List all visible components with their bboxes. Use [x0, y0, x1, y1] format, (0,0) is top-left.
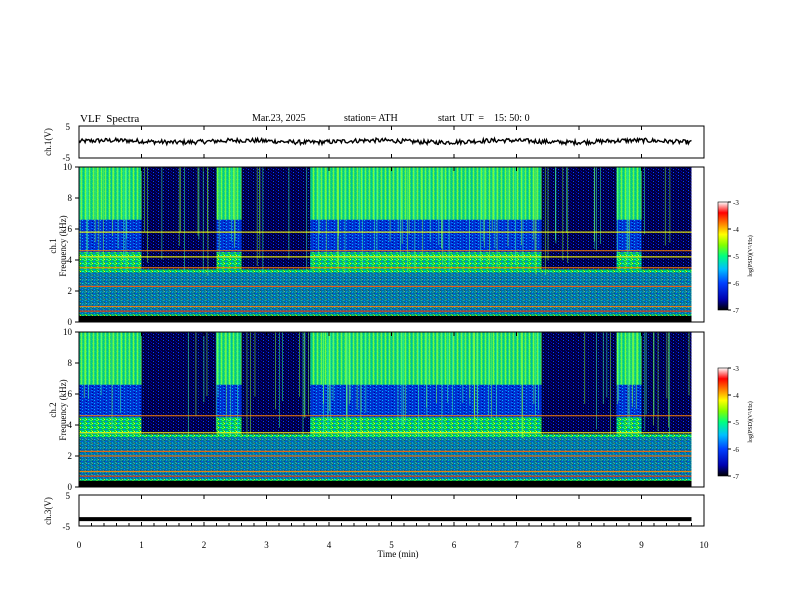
- colorbar-ch2-label: log(PSD)(V²/Hz): [747, 401, 754, 442]
- ch1-spec-burst-1: [241, 167, 311, 270]
- colorbar-ch1-tick-label: -7: [733, 307, 739, 315]
- x-tick-label: 3: [264, 540, 269, 550]
- x-tick-label: 2: [202, 540, 207, 550]
- ch2-spectrogram-panel: 0 2 4 6 8 10 ch.2 Frequency (kHz): [48, 327, 705, 492]
- ch2-spec-ytick-label: 0: [68, 482, 73, 492]
- ch1-spec-empty: [691, 167, 704, 322]
- ch2-spec-ytick-label: 2: [68, 451, 73, 461]
- ch1-spectrogram-panel: 0 2 4 6 8 10 ch.1 Frequency (kHz): [48, 162, 705, 327]
- ch1-spec-quiet-3: [616, 252, 642, 268]
- ch1-spec-ytick-label: 8: [68, 193, 73, 203]
- ch2-spec-ytick-label: 8: [68, 358, 73, 368]
- colorbar-ch2-tick-label: -3: [733, 365, 739, 373]
- ch1-spec-low-band: [79, 272, 692, 315]
- x-tick-label: 6: [452, 540, 457, 550]
- colorbar-ch2-tick-label: -7: [733, 473, 739, 481]
- ch1-spec-ylabel: Frequency (kHz): [58, 215, 68, 276]
- chart-title: VLF Spectra: [80, 113, 140, 125]
- x-tick-label: 9: [639, 540, 644, 550]
- x-tick-label: 8: [577, 540, 582, 550]
- ch1-spec-quiet-2: [310, 252, 542, 268]
- ch2-spec-ylabel-top: ch.2: [48, 402, 58, 417]
- colorbar-ch1-label: log(PSD)(V²/Hz): [747, 235, 754, 276]
- ch2-spec-quiet-2: [310, 417, 542, 433]
- ch1-spec-ytick-label: 6: [68, 224, 73, 234]
- colorbar-ch1-tick-label: -6: [733, 280, 739, 288]
- ch2-spec-dc-band: [79, 480, 692, 487]
- x-tick-label: 4: [327, 540, 332, 550]
- ch3-ytick-top: 5: [66, 491, 71, 501]
- ch1-spec-ytick-label: 0: [68, 317, 73, 327]
- colorbar-ch1: -3 -4 -5 -6 -7 log(PSD)(V²/Hz): [717, 199, 754, 315]
- x-axis: 0 1 2 3 4 5 6 7 8 9 10: [77, 126, 709, 550]
- ch1-spec-quiet-1: [216, 252, 242, 268]
- ch2-spec-ytick-label: 6: [68, 389, 73, 399]
- colorbar-ch1-tick-label: -4: [733, 226, 739, 234]
- colorbar-ch2: -3 -4 -5 -6 -7 log(PSD)(V²/Hz): [717, 365, 754, 481]
- station-label: station= ATH: [344, 113, 398, 124]
- colorbar-ch1-tick-label: -3: [733, 199, 739, 207]
- ch2-spec-quiet-0: [79, 417, 142, 433]
- ch1-spec-dc-band: [79, 315, 692, 322]
- ch3-panel: 5 -5 ch.3(V): [43, 491, 705, 532]
- colorbar-ch1-scale: [717, 201, 729, 311]
- ch2-spec-ylabel: Frequency (kHz): [58, 379, 68, 440]
- ch2-spec-burst-0: [141, 332, 217, 435]
- ch2-spec-burst-1: [241, 332, 311, 435]
- ch1-ylabel: ch.1(V): [43, 128, 53, 156]
- x-axis-label: Time (min): [378, 549, 419, 559]
- ch1-ytick-bottom: -5: [63, 153, 71, 163]
- x-tick-label: 1: [139, 540, 144, 550]
- ch1-panel: 5 -5 ch.1(V): [43, 122, 705, 163]
- ch2-spec-burst-2: [541, 332, 617, 435]
- colorbar-ch2-tick-label: -4: [733, 392, 739, 400]
- ch1-spec-burst-2: [541, 167, 617, 270]
- colorbar-ch2-scale: [717, 367, 729, 477]
- ch2-spec-quiet-1: [216, 417, 242, 433]
- ch1-trace: [78, 136, 692, 147]
- ch1-spec-ytick-label: 4: [68, 255, 73, 265]
- ch2-spec-ytick-label: 10: [63, 327, 73, 337]
- ch1-spec-burst-3: [641, 167, 692, 270]
- colorbar-ch2-tick-label: -5: [733, 419, 739, 427]
- ch3-ytick-bottom: -5: [63, 522, 71, 532]
- ch1-spec-quiet-0: [79, 252, 142, 268]
- ch1-spec-ytick-label: 2: [68, 286, 73, 296]
- ch2-spec-burst-3: [641, 332, 692, 435]
- ch2-spec-low-band: [79, 437, 692, 480]
- ch2-spec-ytick-label: 4: [68, 420, 73, 430]
- x-tick-label: 5: [389, 540, 394, 550]
- ch3-ylabel: ch.3(V): [43, 497, 53, 525]
- ch1-spec-ylabel-top: ch.1: [48, 238, 58, 253]
- ch2-spec-empty: [691, 332, 704, 487]
- ch1-ytick-top: 5: [66, 122, 71, 132]
- x-tick-label: 7: [514, 540, 519, 550]
- date-label: Mar.23, 2025: [252, 113, 306, 124]
- colorbar-ch1-tick-label: -5: [733, 253, 739, 261]
- ch1-spec-ytick-label: 10: [63, 162, 73, 172]
- x-tick-label: 0: [77, 540, 82, 550]
- x-tick-label: 10: [700, 540, 710, 550]
- colorbar-ch2-tick-label: -6: [733, 446, 739, 454]
- start-time-label: start UT = 15: 50: 0: [438, 113, 530, 124]
